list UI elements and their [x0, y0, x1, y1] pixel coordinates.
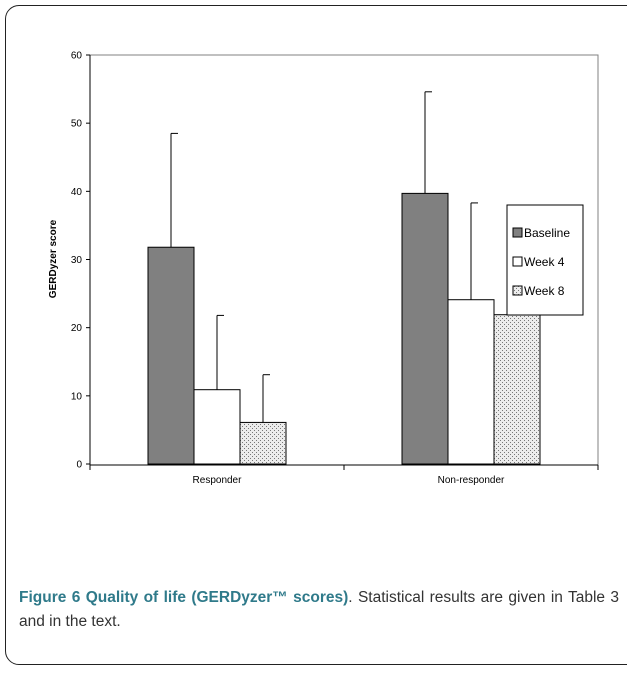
legend-label: Baseline — [524, 226, 570, 240]
bar — [447, 299, 495, 465]
caption-text: . Statistical results are given in Table… — [19, 589, 619, 630]
figure-caption: Figure 6 Quality of life (GERDyzer™ scor… — [19, 586, 619, 634]
bar — [401, 192, 449, 465]
y-tick-label: 10 — [71, 391, 83, 402]
x-category-label: Non-responder — [438, 475, 505, 486]
legend-label: Week 8 — [524, 284, 565, 298]
bar — [493, 314, 541, 465]
legend-swatch — [512, 227, 523, 238]
y-tick-label: 50 — [71, 119, 83, 130]
y-tick-label: 60 — [71, 51, 83, 62]
y-tick-label: 30 — [71, 255, 83, 266]
y-tick-label: 20 — [71, 323, 83, 334]
y-tick-label: 0 — [76, 460, 82, 471]
y-axis-label: GERDyzer score — [48, 219, 59, 298]
bar — [193, 389, 241, 465]
figure-label: Figure 6 Quality of life (GERDyzer™ scor… — [19, 589, 349, 606]
legend-swatch — [512, 256, 523, 267]
bar — [239, 421, 287, 465]
legend-swatch — [512, 285, 523, 296]
bar — [147, 246, 195, 465]
legend: Baseline Week 4 Week 8 — [506, 204, 584, 316]
figure-frame — [5, 5, 627, 665]
y-tick-label: 40 — [71, 187, 83, 198]
x-category-label: Responder — [193, 475, 243, 486]
legend-label: Week 4 — [524, 255, 565, 269]
bar-chart: 0 10 20 30 40 50 60 Responder Non-responder GER… — [48, 51, 599, 486]
